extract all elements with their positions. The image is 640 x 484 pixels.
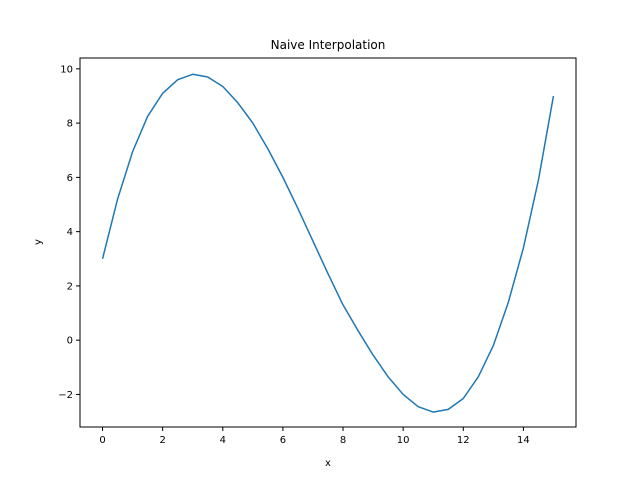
y-tick-label: −2	[58, 390, 73, 401]
chart-title: Naive Interpolation	[271, 38, 386, 52]
y-tick-label: 8	[67, 119, 73, 130]
series-line	[101, 73, 555, 413]
y-axis-ticks: −2 0 2 4 6 8 10	[58, 64, 80, 401]
x-tick-label: 4	[220, 435, 226, 446]
plot-area	[101, 73, 555, 413]
x-tick-label: 12	[457, 435, 470, 446]
x-tick-label: 2	[159, 435, 165, 446]
x-tick-label: 10	[397, 435, 410, 446]
x-axis-label: x	[325, 458, 331, 469]
x-tick-label: 6	[280, 435, 286, 446]
axes-frame	[79, 57, 577, 428]
y-tick-label: 0	[67, 336, 73, 347]
y-tick-label: 6	[67, 173, 73, 184]
y-tick-label: 4	[67, 227, 73, 238]
x-tick-label: 0	[99, 435, 105, 446]
y-tick-label: 2	[67, 281, 73, 292]
y-tick-label: 10	[60, 64, 73, 75]
x-tick-label: 8	[340, 435, 346, 446]
x-axis-ticks: 0 2 4 6 8 10 12 14	[99, 427, 530, 446]
y-axis-label: y	[33, 239, 44, 245]
x-tick-label: 14	[517, 435, 530, 446]
